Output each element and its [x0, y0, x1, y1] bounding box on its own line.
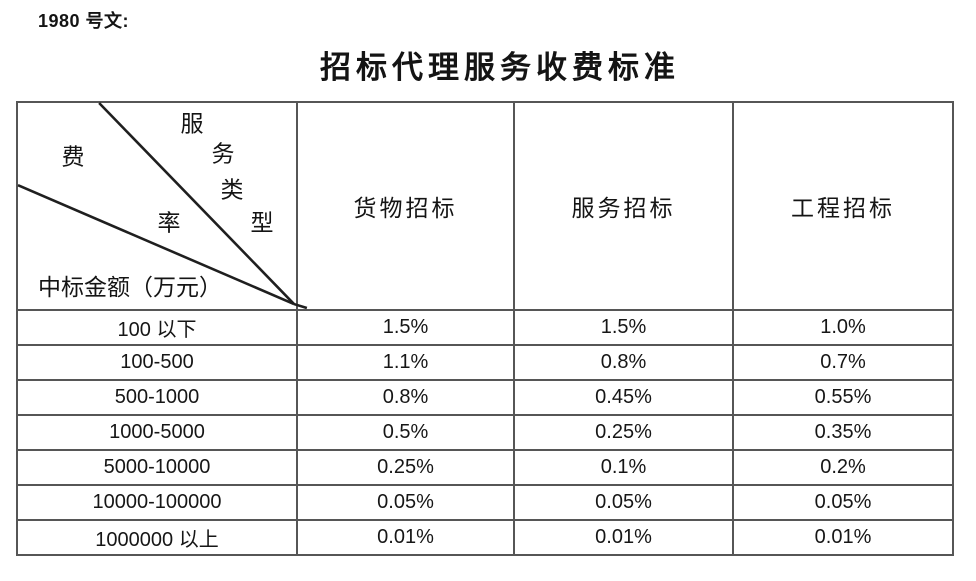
table-row: 1000000 以上 0.01% 0.01% 0.01%: [16, 519, 954, 556]
diagonal-divider: [17, 102, 308, 310]
rate-cell: 0.01%: [296, 519, 515, 556]
rate-cell: 0.8%: [513, 344, 734, 381]
amount-cell: 100-500: [16, 344, 298, 381]
table-row: 500-1000 0.8% 0.45% 0.55%: [16, 379, 954, 416]
rate-cell: 0.1%: [513, 449, 734, 486]
rate-cell: 0.05%: [513, 484, 734, 521]
rate-cell: 0.55%: [732, 379, 954, 416]
rate-cell: 0.5%: [296, 414, 515, 451]
rate-cell: 0.05%: [296, 484, 515, 521]
column-header-goods: 货物招标: [296, 101, 515, 311]
rate-cell: 0.05%: [732, 484, 954, 521]
fee-standard-table: 费 率 服 务 类 型 中标金额（万元） 货物招标 服务招标 工程招标 100 …: [16, 101, 954, 556]
corner-label-rate-char: 率: [157, 210, 181, 236]
table-header-row: 费 率 服 务 类 型 中标金额（万元） 货物招标 服务招标 工程招标: [16, 101, 954, 311]
amount-cell: 500-1000: [16, 379, 298, 416]
corner-label-service-char: 务: [211, 141, 235, 167]
rate-cell: 0.2%: [732, 449, 954, 486]
rate-cell: 0.35%: [732, 414, 954, 451]
rate-cell: 0.7%: [732, 344, 954, 381]
rate-cell: 1.5%: [513, 309, 734, 346]
corner-header-cell: 费 率 服 务 类 型 中标金额（万元）: [16, 101, 308, 311]
corner-label-type-char: 型: [250, 210, 274, 236]
rate-cell: 0.01%: [732, 519, 954, 556]
doc-number-label: 1980 号文:: [38, 11, 130, 31]
corner-label-service-char: 服: [180, 111, 204, 137]
amount-cell: 100 以下: [16, 309, 298, 346]
table-row: 100 以下 1.5% 1.5% 1.0%: [16, 309, 954, 346]
table-row: 5000-10000 0.25% 0.1% 0.2%: [16, 449, 954, 486]
amount-cell: 10000-100000: [16, 484, 298, 521]
amount-cell: 1000000 以上: [16, 519, 298, 556]
rate-cell: 0.25%: [296, 449, 515, 486]
column-header-engineering: 工程招标: [732, 101, 954, 311]
corner-label-fee-char: 费: [61, 144, 85, 170]
rate-cell: 0.01%: [513, 519, 734, 556]
rate-cell: 1.0%: [732, 309, 954, 346]
rate-cell: 1.1%: [296, 344, 515, 381]
corner-label-type-char: 类: [220, 177, 244, 203]
rate-cell: 1.5%: [296, 309, 515, 346]
document-title: 招标代理服务收费标准: [320, 50, 680, 85]
row-axis-label: 中标金额（万元）: [38, 275, 222, 300]
amount-cell: 5000-10000: [16, 449, 298, 486]
column-header-service: 服务招标: [513, 101, 734, 311]
table-row: 100-500 1.1% 0.8% 0.7%: [16, 344, 954, 381]
rate-cell: 0.8%: [296, 379, 515, 416]
rate-cell: 0.45%: [513, 379, 734, 416]
amount-cell: 1000-5000: [16, 414, 298, 451]
rate-cell: 0.25%: [513, 414, 734, 451]
table-row: 1000-5000 0.5% 0.25% 0.35%: [16, 414, 954, 451]
table-row: 10000-100000 0.05% 0.05% 0.05%: [16, 484, 954, 521]
